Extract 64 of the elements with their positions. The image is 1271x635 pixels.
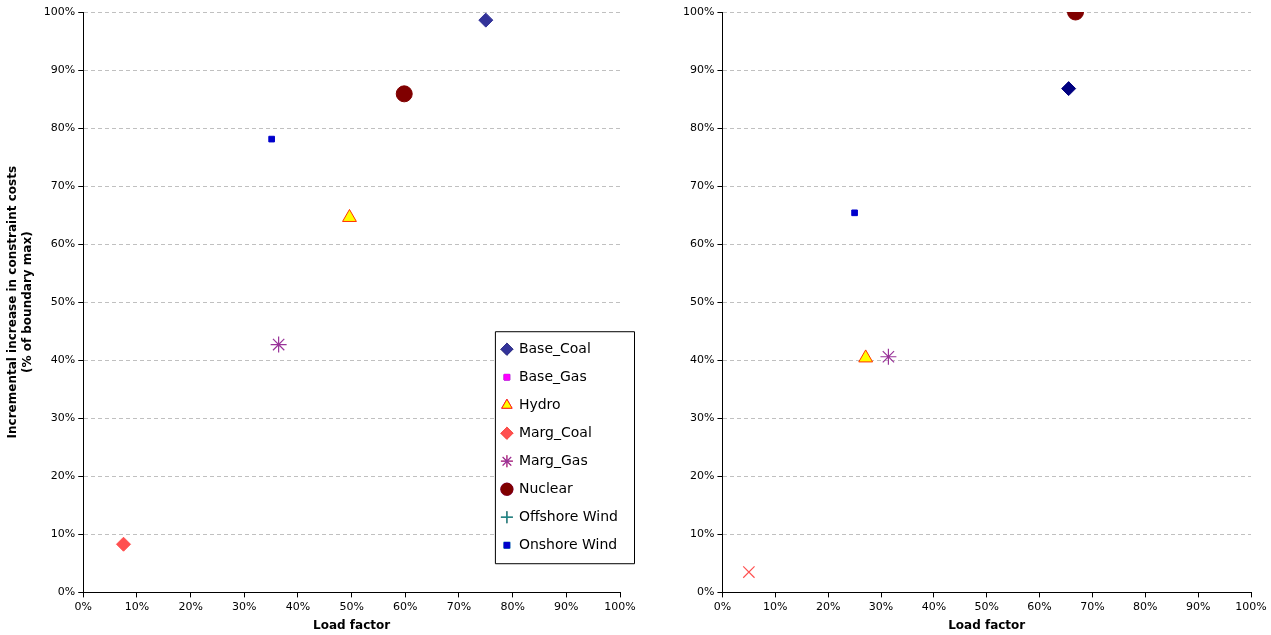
x-tick-label: 80% xyxy=(1133,599,1158,613)
y-tick-label: 50% xyxy=(50,295,76,309)
y-tick-label: 100% xyxy=(682,4,715,18)
x-tick-label: 90% xyxy=(1185,599,1211,613)
legend-label: Onshore Wind xyxy=(518,535,618,552)
x-tick-label: 20% xyxy=(815,599,841,613)
x-tick-label: 0% xyxy=(74,599,92,613)
y-tick-label: 40% xyxy=(689,353,715,367)
x-tick-label: 0% xyxy=(713,599,732,613)
y-tick-label: 90% xyxy=(689,62,715,76)
y-tick-label: 60% xyxy=(689,237,715,251)
point xyxy=(851,209,858,217)
legend-label: Base_Gas xyxy=(518,367,587,384)
y-tick-label: 90% xyxy=(50,62,76,76)
x-tick-label: 100% xyxy=(604,599,636,613)
y-tick-label: 40% xyxy=(50,353,76,367)
y-tick-label: 80% xyxy=(50,120,76,134)
y-tick-label: 10% xyxy=(689,527,715,541)
x-tick-label: 50% xyxy=(339,599,364,613)
point xyxy=(270,335,288,354)
legend-label: Hydro xyxy=(518,395,561,412)
x-tick-label: 10% xyxy=(124,599,150,613)
x-tick-label: 70% xyxy=(1080,599,1105,613)
x-tick-label: 20% xyxy=(178,599,203,613)
y-tick-label: 30% xyxy=(689,411,715,425)
y-tick-label: 60% xyxy=(50,237,76,251)
point xyxy=(742,565,756,579)
x-tick-label: 60% xyxy=(393,599,418,613)
point xyxy=(1061,81,1077,97)
x-tick-label: 30% xyxy=(868,599,894,613)
x-axis-title: Load factor xyxy=(313,617,391,632)
x-axis-title: Load factor xyxy=(948,617,1026,632)
legend-label: Offshore Wind xyxy=(518,507,618,524)
legend-label: Nuclear xyxy=(518,479,574,496)
point xyxy=(116,536,131,552)
x-tick-label: 100% xyxy=(1235,599,1267,613)
y-tick-label: 0% xyxy=(696,585,715,599)
y-tick-label: 70% xyxy=(689,178,715,192)
y-tick-label: 100% xyxy=(43,4,76,18)
y-tick-label: 20% xyxy=(50,469,76,483)
x-tick-label: 10% xyxy=(763,599,788,613)
legend-label: Marg_Coal xyxy=(518,423,592,440)
point xyxy=(268,135,275,143)
point xyxy=(395,85,413,103)
x-tick-label: 50% xyxy=(974,599,999,613)
y-tick-label: 10% xyxy=(50,527,76,541)
y-axis-title: Incremental increase in constraint costs (% of boundary max) xyxy=(5,165,34,439)
legend-label: Marg_Gas xyxy=(518,451,588,468)
y-tick-label: 50% xyxy=(689,295,715,309)
y-tick-label: 0% xyxy=(57,585,76,599)
legend-label: Base_Coal xyxy=(518,339,591,356)
x-tick-label: 70% xyxy=(446,599,472,613)
x-tick-label: 80% xyxy=(500,599,525,613)
y-tick-label: 70% xyxy=(50,178,76,192)
x-tick-label: 30% xyxy=(232,599,257,613)
x-tick-label: 60% xyxy=(1027,599,1052,613)
x-tick-label: 40% xyxy=(921,599,947,613)
x-tick-label: 90% xyxy=(554,599,579,613)
point xyxy=(879,348,898,366)
y-tick-label: 20% xyxy=(689,469,715,483)
point xyxy=(478,12,494,28)
y-tick-label: 30% xyxy=(50,411,76,425)
y-tick-label: 80% xyxy=(689,120,715,134)
x-tick-label: 40% xyxy=(285,599,311,613)
